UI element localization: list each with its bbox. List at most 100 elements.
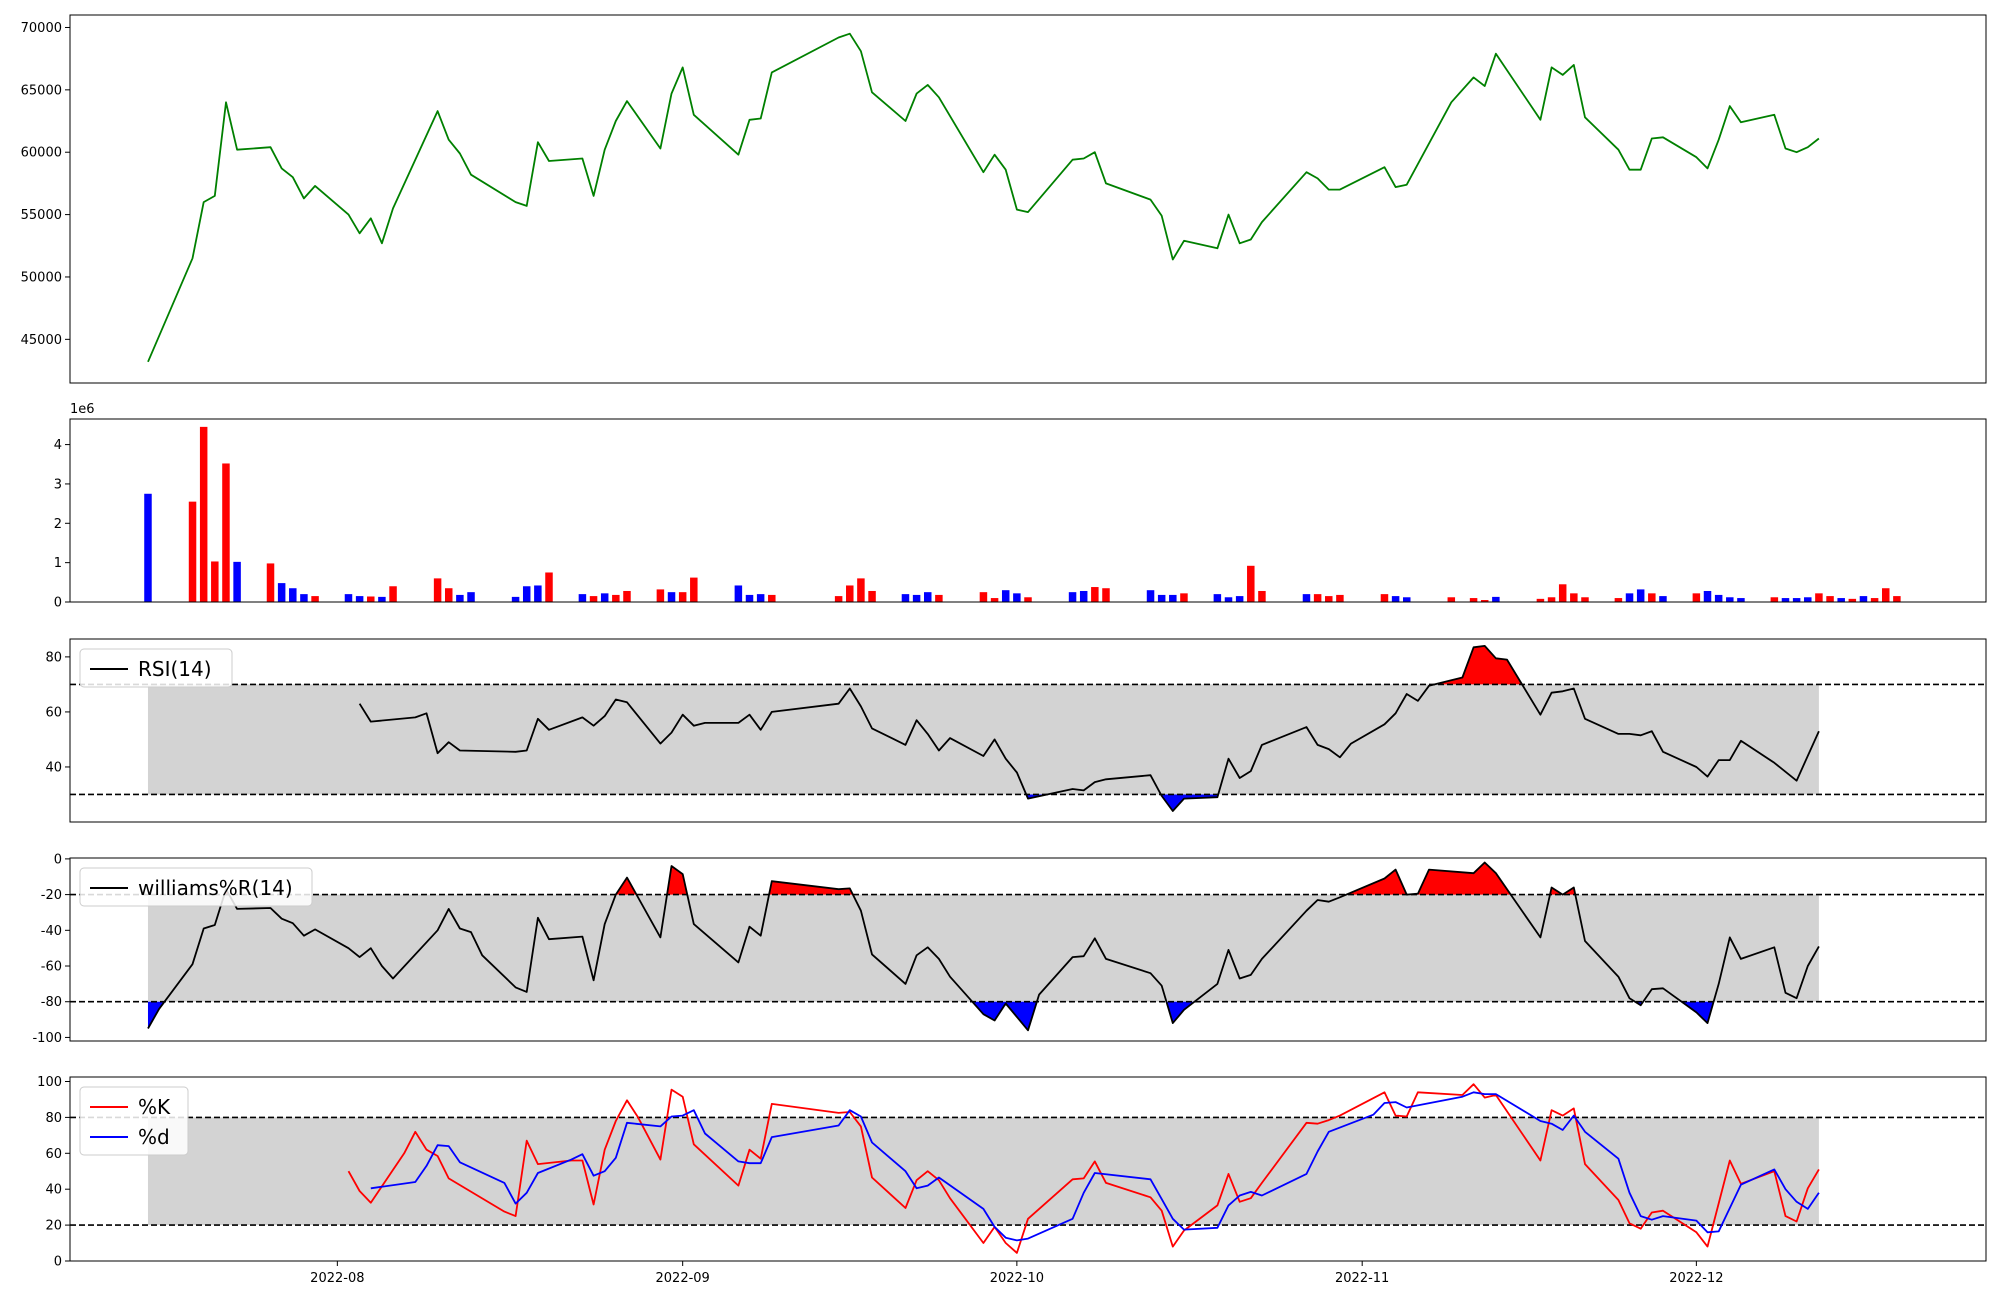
volume-bar: [678, 592, 687, 602]
y-tick-label: 0: [54, 1255, 62, 1270]
volume-bar: [1492, 596, 1500, 602]
y-tick-label: 80: [45, 650, 62, 665]
volume-bar: [1648, 593, 1656, 602]
panel-stochastic: [65, 1076, 1987, 1262]
volume-bar: [211, 561, 219, 602]
volume-bar: [456, 594, 464, 602]
volume-bar: [846, 585, 854, 602]
band-fill: [147, 1117, 1819, 1226]
volume-bar: [1792, 598, 1801, 602]
volume-bar: [990, 598, 999, 602]
volume-bar: [600, 593, 609, 602]
volume-bar: [589, 596, 598, 602]
volume-bar: [199, 426, 208, 602]
volume-bar: [311, 596, 319, 602]
y-tick-label: 80: [45, 1111, 62, 1126]
volume-bar: [367, 596, 375, 602]
y-scale-label: 1e6: [70, 402, 95, 417]
volume-bar: [1804, 597, 1812, 602]
band-fill: [147, 684, 1819, 795]
oversold-fill: [147, 1001, 1714, 1031]
volume-bar: [1325, 596, 1333, 602]
volume-bar: [1714, 594, 1723, 602]
volume-bar: [1692, 593, 1701, 602]
series-line: [370, 1091, 1820, 1242]
series-line: [347, 1083, 1820, 1254]
legend-box: [79, 867, 313, 907]
volume-bar: [1815, 593, 1823, 602]
volume-bar: [1480, 600, 1489, 602]
volume-bar: [1091, 587, 1099, 602]
volume-bar: [1001, 590, 1010, 602]
overbought-fill: [1434, 645, 1523, 685]
volume-bar: [734, 585, 743, 602]
series-line: [147, 32, 1820, 363]
volume-bar: [144, 493, 152, 602]
y-tick-label: 60: [45, 1147, 62, 1162]
volume-bar: [623, 590, 631, 602]
volume-bar: [1336, 594, 1344, 602]
panel-volume: [65, 418, 1987, 603]
legend-label: %K: [138, 1095, 171, 1119]
volume-bar: [1636, 589, 1645, 602]
volume-bar: [834, 596, 843, 602]
volume-bar: [1881, 588, 1890, 602]
y-tick-label: 1: [54, 556, 62, 571]
volume-bar: [1024, 597, 1032, 602]
volume-bar: [545, 572, 553, 602]
y-tick-label: 55000: [21, 208, 62, 223]
volume-bar: [1781, 598, 1790, 602]
volume-bar: [266, 563, 275, 602]
volume-bar: [222, 463, 230, 602]
volume-bar: [1625, 593, 1634, 602]
plot-frame: [69, 1076, 1987, 1262]
x-tick-label: 2022-09: [656, 1271, 710, 1286]
y-tick-label: -100: [32, 1031, 62, 1046]
y-tick-label: -80: [41, 995, 62, 1010]
volume-bar: [233, 561, 241, 602]
volume-bar: [1659, 596, 1667, 602]
panel-rsi: [65, 638, 1987, 823]
volume-bar: [1079, 590, 1088, 602]
volume-bar: [1570, 593, 1578, 602]
y-tick-label: 4: [54, 438, 62, 453]
volume-bar: [1391, 596, 1400, 602]
volume-bar: [1180, 593, 1188, 602]
legend-box: [79, 1086, 189, 1156]
volume-bar: [1102, 588, 1110, 602]
volume-bar: [1258, 590, 1266, 602]
volume-bar: [1068, 592, 1077, 602]
volume-bar: [378, 596, 386, 602]
x-tick-label: 2022-08: [310, 1271, 364, 1286]
volume-bar: [1469, 598, 1478, 602]
volume-bar: [277, 583, 286, 602]
overbought-fill: [224, 862, 1576, 895]
volume-bar: [1737, 598, 1745, 602]
volume-bar: [534, 585, 542, 602]
volume-bar: [1447, 597, 1456, 602]
plot-frame: [69, 638, 1987, 823]
y-tick-label: 20: [45, 1219, 62, 1234]
volume-bar: [690, 577, 698, 602]
volume-bar: [656, 589, 665, 602]
volume-bar: [1013, 593, 1021, 602]
series-line: [147, 861, 1820, 1032]
y-tick-label: 70000: [21, 21, 62, 36]
y-tick-label: 45000: [21, 333, 62, 348]
volume-bar: [1224, 597, 1233, 602]
legend-label: williams%R(14): [138, 876, 293, 900]
y-tick-label: 40: [45, 760, 62, 775]
plot-frame: [69, 14, 1987, 384]
y-tick-label: 2: [54, 517, 62, 532]
volume-bar: [1614, 598, 1623, 602]
volume-bar: [667, 592, 676, 602]
y-tick-label: 60000: [21, 146, 62, 161]
volume-bar: [1837, 598, 1845, 602]
volume-bar: [1581, 597, 1589, 602]
y-tick-label: 0: [54, 596, 62, 611]
y-tick-label: -40: [41, 924, 62, 939]
volume-bar: [1770, 597, 1779, 602]
volume-bar: [923, 592, 932, 602]
oversold-fill: [1026, 794, 1219, 811]
